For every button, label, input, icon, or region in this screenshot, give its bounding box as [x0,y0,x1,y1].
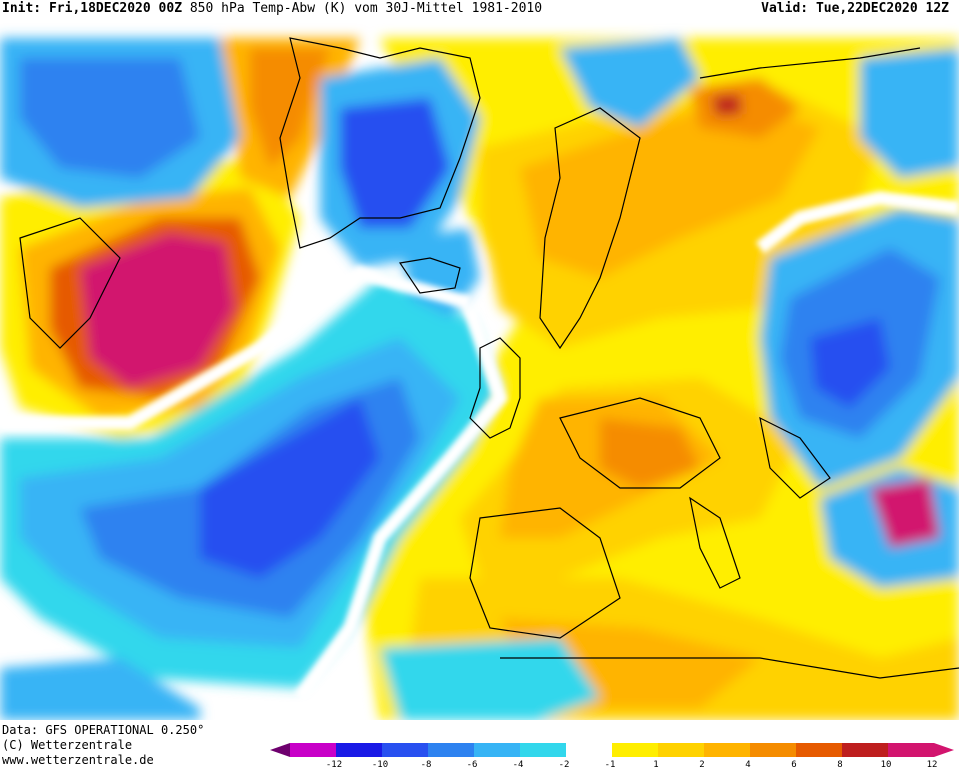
legend-swatch [336,743,382,757]
central-europe-outline [559,397,721,489]
zero-contours [0,190,959,703]
arctic-coast [699,47,921,79]
legend-tick-label: -1 [605,760,616,770]
legend-tick-label: 4 [745,760,750,770]
black-sea-outline [759,416,831,499]
copyright: (C) Wetterzentrale [2,738,133,752]
legend-swatch [750,743,796,757]
legend-tick-label: -10 [372,760,388,770]
iceland-outline [398,257,461,294]
legend-tick-label: -4 [513,760,524,770]
legend-swatch [796,743,842,757]
legend-ticks: -12 -10 -8 -6 -4 -2 -1 1 2 4 6 8 10 12 [326,760,938,770]
legend-tick-label: -2 [559,760,570,770]
greenland-outline [279,37,481,249]
legend-swatches [270,743,954,757]
data-source: Data: GFS OPERATIONAL 0.250° [2,723,205,737]
legend-swatch [612,743,658,757]
legend-arrow-right [934,743,954,757]
legend-swatch [520,743,566,757]
legend-swatch [888,743,934,757]
legend-tick-label: -6 [467,760,478,770]
legend-tick-label: -12 [326,760,342,770]
legend-arrow-left [270,743,290,757]
color-legend: -12 -10 -8 -6 -4 -2 -1 1 2 4 6 8 10 12 [270,743,954,770]
valid-time: Valid: Tue,22DEC2020 12Z [761,1,949,16]
legend-swatch [704,743,750,757]
legend-swatch [658,743,704,757]
temperature-anomaly-map [0,18,959,720]
map-title: 850 hPa Temp-Abw (K) vom 30J-Mittel 1981… [189,1,543,16]
legend-swatch [290,743,336,757]
baffin-outline [19,217,121,349]
legend-swatch [566,743,612,757]
iberia-outline [469,507,621,639]
legend-tick-label: 10 [881,760,892,770]
init-time: Init: Fri,18DEC2020 00Z 850 hPa Temp-Abw… [2,1,543,16]
legend-tick-label: 6 [791,760,796,770]
legend-tick-label: 8 [837,760,842,770]
legend-tick-label: -8 [421,760,432,770]
british-isles-outline [469,337,521,439]
italy-outline [689,496,741,589]
legend-swatch [474,743,520,757]
legend-tick-label: 2 [699,760,704,770]
coastlines [19,37,959,679]
legend-swatch [428,743,474,757]
anomaly-field [0,38,959,720]
legend-swatch [382,743,428,757]
credits: Data: GFS OPERATIONAL 0.250° (C) Wetterz… [2,723,204,768]
legend-swatch [842,743,888,757]
north-africa-coast [500,657,959,679]
scandinavia-outline [539,107,641,350]
chart-header: Init: Fri,18DEC2020 00Z 850 hPa Temp-Abw… [0,0,959,18]
website-link[interactable]: www.wetterzentrale.de [2,753,154,767]
legend-tick-label: 1 [653,760,658,770]
legend-tick-label: 12 [927,760,938,770]
